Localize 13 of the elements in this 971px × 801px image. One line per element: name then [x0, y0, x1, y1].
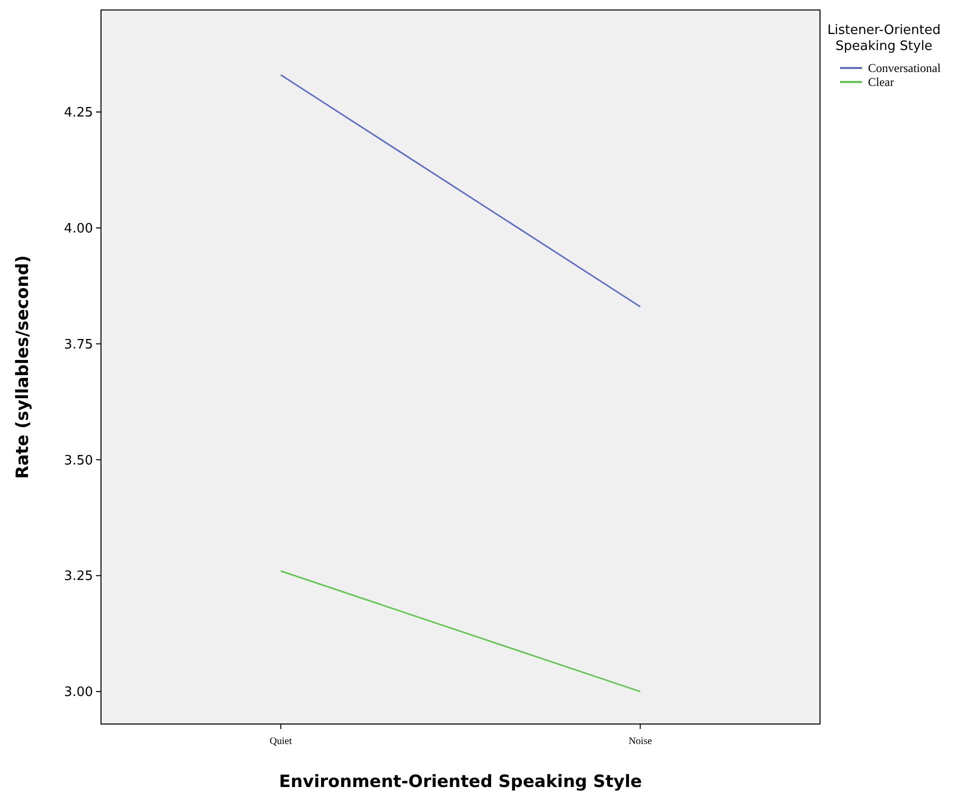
legend-label: Clear — [868, 75, 894, 90]
y-tick-label: 3.75 — [64, 337, 93, 352]
x-tick-label: Noise — [628, 736, 652, 747]
y-tick-label: 3.25 — [64, 569, 93, 584]
y-axis-title: Rate (syllables/second) — [13, 255, 33, 479]
legend-title: Listener-Oriented Speaking Style — [827, 23, 941, 54]
y-tick-label: 4.00 — [64, 221, 93, 236]
y-tick-label: 3.50 — [64, 453, 93, 468]
y-tick-label: 3.00 — [64, 685, 93, 700]
legend-label: Conversational — [868, 61, 942, 76]
y-tick-label: 4.25 — [64, 106, 93, 121]
x-axis-title: Environment-Oriented Speaking Style — [279, 772, 642, 792]
x-tick-label: Quiet — [270, 736, 292, 747]
